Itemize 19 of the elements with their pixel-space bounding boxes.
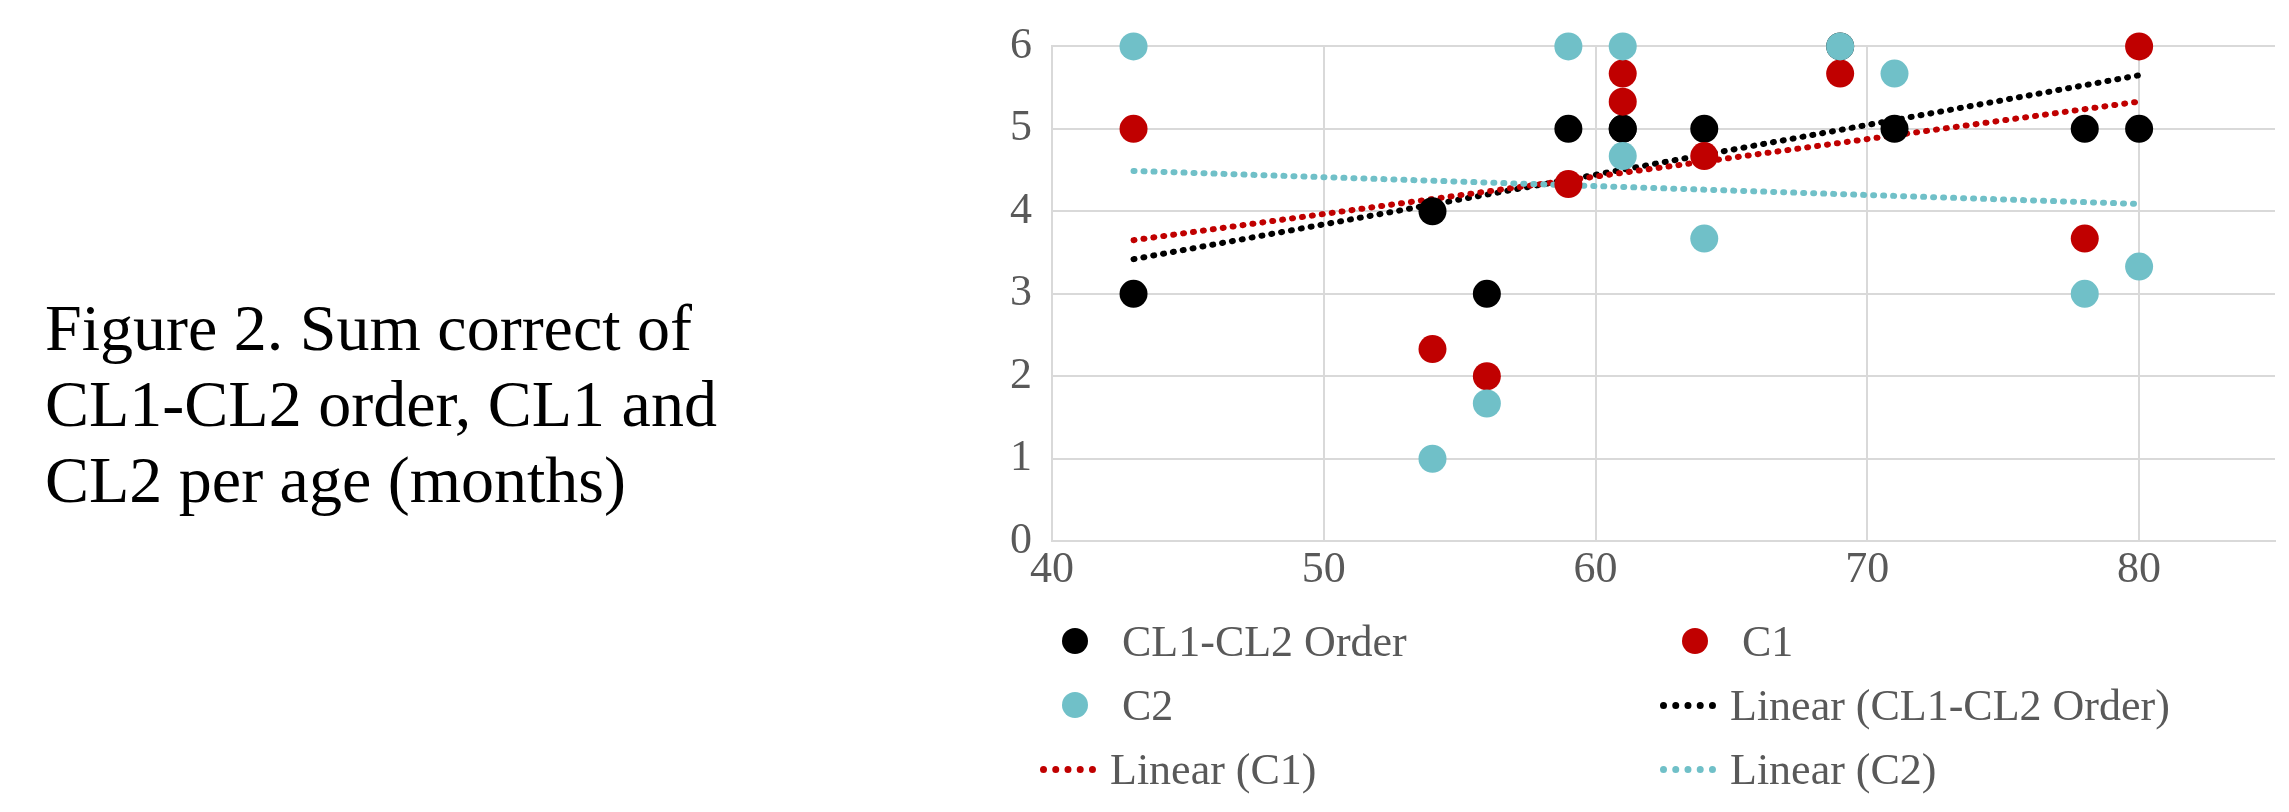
y-tick-label: 3 — [1010, 266, 1032, 316]
y-tick-label: 1 — [1010, 431, 1032, 481]
y-tick-label: 6 — [1010, 18, 1032, 68]
legend-label: C1 — [1742, 615, 1794, 667]
text: Figure 2. Sum correct of CL1-CL2 order, CL1 and CL2 per age (months) — [45, 290, 718, 518]
x-tick-label: 60 — [1573, 543, 1618, 593]
y-tick-label: 2 — [1010, 348, 1032, 398]
legend-label: C2 — [1122, 679, 1174, 731]
x-tick-label: 80 — [2117, 543, 2162, 593]
y-tick-label: 0 — [1010, 513, 1032, 563]
legend-label: Linear (CL1-CL2 Order) — [1730, 679, 2170, 731]
y-tick-label: 4 — [1010, 183, 1032, 233]
legend-label: Linear (C2) — [1730, 743, 1937, 795]
y-tick-label: 5 — [1010, 101, 1032, 151]
legend-label: CL1-CL2 Order — [1122, 615, 1407, 667]
x-tick-label: 40 — [1030, 543, 1074, 593]
x-tick-label: 70 — [1845, 543, 1890, 593]
legend-label: Linear (C1) — [1110, 743, 1317, 795]
x-tick-label: 50 — [1301, 543, 1346, 593]
